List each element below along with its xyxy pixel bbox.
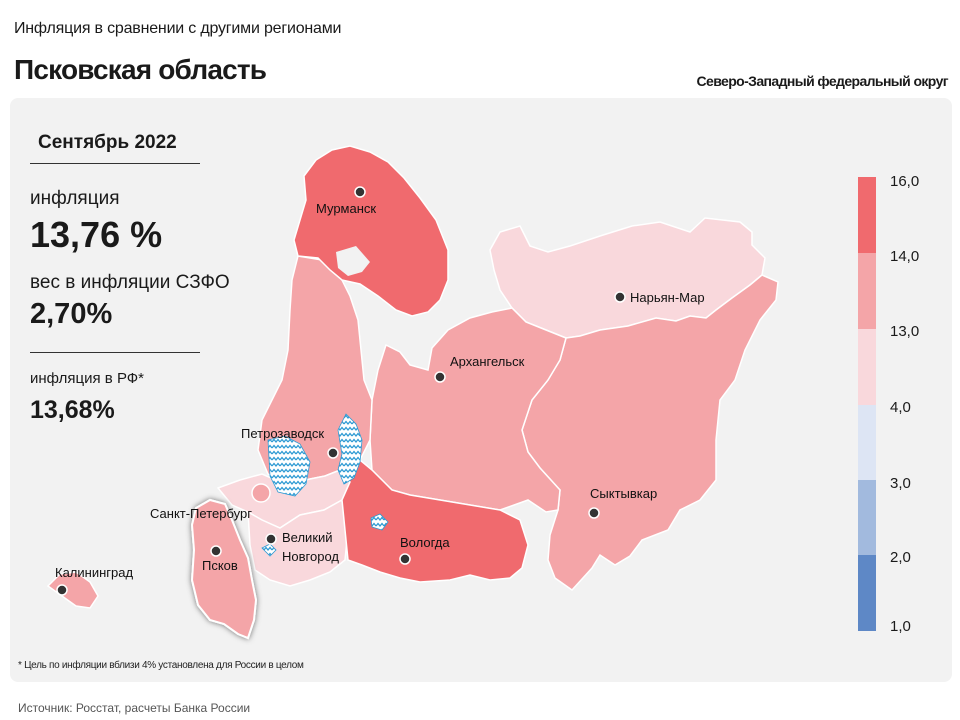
- city-label: Архангельск: [450, 354, 525, 369]
- city-dot-icon: [588, 507, 600, 519]
- divider: [30, 163, 200, 164]
- city-dot-icon: [434, 371, 446, 383]
- region-spb[interactable]: [251, 483, 271, 503]
- city-dot-icon: [399, 553, 411, 565]
- city-label: Нарьян-Мар: [630, 290, 705, 305]
- city-dot-icon: [265, 533, 277, 545]
- region-novgorod[interactable]: [247, 498, 349, 587]
- lake-ilmen: [261, 543, 277, 557]
- city-vologda[interactable]: Вологда: [399, 535, 450, 565]
- city-label: Новгород: [282, 549, 339, 564]
- city-label: Калининград: [55, 565, 133, 580]
- region-kaliningrad[interactable]: [46, 571, 99, 609]
- city-syktyvkar[interactable]: Сыктывкар: [588, 486, 657, 519]
- legend-tick: 1,0: [890, 618, 911, 635]
- city-dot-icon: [614, 291, 626, 303]
- rf-inflation-value: 13,68%: [30, 396, 115, 424]
- city-naryan-mar[interactable]: Нарьян-Мар: [614, 290, 705, 305]
- legend-swatch: [858, 329, 876, 405]
- legend-tick: 14,0: [890, 248, 920, 265]
- city-dot-icon: [354, 186, 366, 198]
- legend-swatch: [858, 480, 876, 555]
- lake-onega: [337, 413, 363, 485]
- city-label: Сыктывкар: [590, 486, 657, 501]
- weight-value: 2,70%: [30, 298, 113, 330]
- weight-label: вес в инфляции СЗФО: [30, 272, 230, 293]
- city-label: Петрозаводск: [241, 426, 324, 441]
- city-dot-icon: [210, 545, 222, 557]
- divider: [30, 352, 200, 353]
- region-title: Псковская область: [14, 54, 267, 85]
- source-note: Источник: Росстат, расчеты Банка России: [18, 701, 251, 715]
- legend-swatch: [858, 405, 876, 480]
- city-murmansk[interactable]: Мурманск: [316, 186, 376, 216]
- city-label: Великий: [282, 530, 333, 545]
- legend-swatch: [858, 253, 876, 329]
- footnote: * Цель по инфляции вблизи 4% установлена…: [18, 660, 304, 671]
- legend-tick: 16,0: [890, 173, 920, 190]
- region-vologda[interactable]: [338, 459, 529, 583]
- inflation-label: инфляция: [30, 188, 120, 209]
- city-petrozavodsk[interactable]: Петрозаводск: [241, 426, 339, 459]
- city-label: Псков: [202, 558, 238, 573]
- legend-tick: 13,0: [890, 323, 920, 340]
- region-pskov[interactable]: [190, 498, 258, 640]
- city-arkhangelsk[interactable]: Архангельск: [434, 354, 525, 383]
- city-label: Санкт-Петербург: [150, 506, 252, 521]
- city-pskov[interactable]: Псков: [202, 545, 238, 573]
- city-dot-icon: [327, 447, 339, 459]
- city-kaliningrad[interactable]: Калининград: [55, 565, 133, 596]
- inflation-value: 13,76 %: [30, 214, 163, 255]
- legend-tick: 3,0: [890, 475, 911, 492]
- period-label: Сентябрь 2022: [38, 132, 177, 153]
- chart-subtitle: Инфляция в сравнении с другими регионами: [14, 20, 342, 37]
- region-murmansk[interactable]: [293, 145, 449, 317]
- lake-beloye: [370, 513, 389, 531]
- city-novgorod[interactable]: Великий Новгород: [265, 530, 339, 564]
- rf-inflation-label: инфляция в РФ*: [30, 370, 145, 387]
- city-dot-icon: [56, 584, 68, 596]
- city-label: Мурманск: [316, 201, 376, 216]
- legend-tick: 4,0: [890, 399, 911, 416]
- city-spb[interactable]: Санкт-Петербург: [150, 506, 252, 521]
- lake-ladoga: [267, 435, 311, 497]
- city-label: Вологда: [400, 535, 450, 550]
- white-sea: [336, 246, 370, 276]
- legend-tick: 2,0: [890, 549, 911, 566]
- legend-swatch: [858, 177, 876, 253]
- legend-swatch: [858, 555, 876, 631]
- district-label: Северо-Западный федеральный округ: [696, 73, 949, 89]
